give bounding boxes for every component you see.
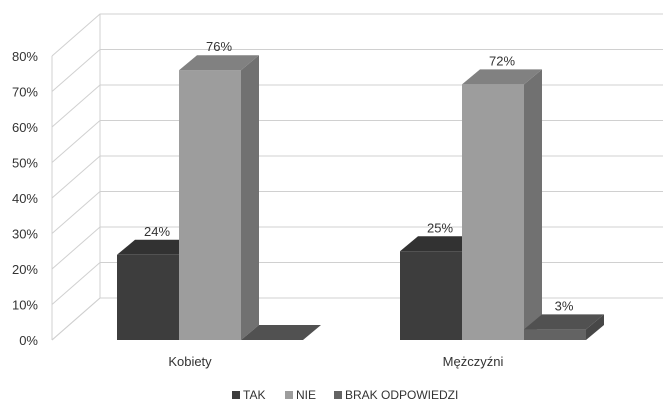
legend-entry: NIE [296,388,316,402]
bar [179,55,259,340]
legend-swatch [285,391,293,399]
data-labels: 24% 76% 25% 72% 3% [144,39,574,313]
bar [524,314,604,340]
y-tick-label: 80% [12,49,38,64]
data-label: 25% [427,220,453,235]
data-label: 72% [489,53,515,68]
bars [117,55,604,341]
bar-side [524,69,542,341]
x-tick-label: Mężczyźni [443,354,504,369]
bar-top [179,55,259,71]
gridline [51,49,663,92]
y-tick-label: 40% [12,191,38,206]
legend-entry: BRAK ODPOWIEDZI [345,388,458,402]
y-tick-label: 0% [19,333,38,348]
bar [241,325,321,340]
bar-top [462,69,542,85]
y-tick-label: 60% [12,120,38,135]
bar-front [524,329,586,340]
bar-side [586,314,604,340]
y-tick-label: 20% [12,262,38,277]
bar [462,69,542,341]
legend: TAK NIE BRAK ODPOWIEDZI [232,388,458,402]
data-label: 24% [144,224,170,239]
y-tick-label: 50% [12,156,38,171]
bar-front [117,254,179,340]
bar-front [462,84,524,341]
legend-swatch [334,391,342,399]
y-tick-label: 30% [12,227,38,242]
y-tick-label: 10% [12,298,38,313]
x-axis: Kobiety Mężczyźni [168,354,503,369]
bar-top [400,236,480,252]
bar-front [400,251,462,340]
y-axis: 0% 10% 20% 30% 40% 50% 60% 70% 80% [12,49,38,348]
x-tick-label: Kobiety [168,354,212,369]
bar-top [524,314,604,330]
bar-side [241,55,259,340]
data-label: 3% [555,298,574,313]
gridline [51,13,663,57]
legend-entry: TAK [243,388,265,402]
legend-swatch [232,391,240,399]
bar-top [117,239,197,255]
data-label: 76% [206,39,232,54]
bar-top [241,325,321,340]
y-tick-label: 70% [12,85,38,100]
bar-front [179,70,241,340]
